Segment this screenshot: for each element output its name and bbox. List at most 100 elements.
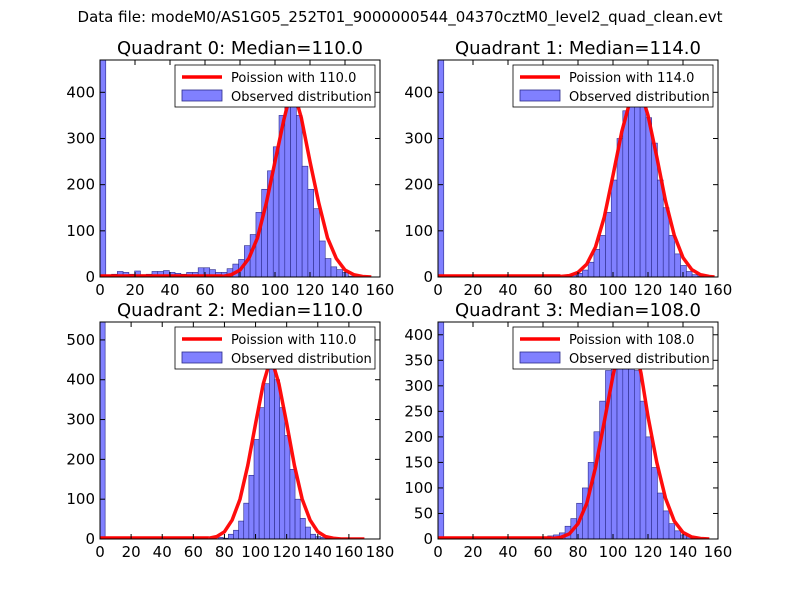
histogram-bar — [100, 322, 106, 539]
figure-suptitle: Data file: modeM0/AS1G05_252T01_90000005… — [77, 8, 723, 26]
histogram-bar — [438, 322, 445, 539]
panel-title: Quadrant 1: Median=114.0 — [455, 38, 701, 59]
histogram-bar — [582, 269, 589, 277]
histogram-bar — [324, 258, 332, 277]
quadrant-2-panel: 0 20 40 60 80 100 120 140 160 1800100200300400500… — [66, 300, 394, 561]
x-tick-label: 120 — [296, 281, 325, 299]
legend-hist-swatch — [181, 89, 223, 102]
y-tick-label: 200 — [66, 176, 95, 194]
legend-curve-label: Poission with 114.0 — [569, 71, 694, 86]
y-tick-label: 300 — [404, 129, 433, 147]
histogram-bar — [289, 469, 296, 539]
histogram-bar — [622, 110, 629, 277]
x-tick-label: 60 — [533, 543, 552, 561]
x-tick-label: 120 — [634, 543, 663, 561]
poisson-curve-group — [100, 362, 365, 539]
legend: Poission with 110.0 Observed distribution — [174, 326, 376, 370]
y-tick-label: 200 — [404, 176, 433, 194]
histogram-bar — [668, 523, 676, 539]
panel-title: Quadrant 2: Median=110.0 — [117, 300, 363, 321]
x-tick-label: 20 — [122, 543, 141, 561]
x-tick-label: 20 — [125, 281, 144, 299]
histogram-bar — [228, 533, 234, 539]
y-tick-label: 100 — [66, 222, 95, 240]
poisson-curve-group — [100, 92, 372, 277]
legend-curve-label: Poission with 108.0 — [569, 333, 694, 348]
y-tick-label: 0 — [423, 268, 433, 286]
y-tick-label: 0 — [85, 268, 95, 286]
y-tick-label: 200 — [404, 428, 433, 446]
legend-hist-swatch — [519, 89, 561, 102]
x-tick-label: 60 — [195, 281, 214, 299]
x-tick-label: 0 — [433, 281, 443, 299]
histogram-bar — [645, 436, 652, 539]
y-tick-label: 200 — [66, 450, 95, 468]
histogram-bar — [674, 253, 681, 277]
y-tick-label: 300 — [66, 411, 95, 429]
y-tick-label: 500 — [66, 331, 95, 349]
legend: Poission with 108.0 Observed distribution — [512, 326, 714, 370]
x-tick-label: 40 — [160, 281, 179, 299]
quadrant-3-panel: 0 20 40 60 80 100 120 140 160 0 50 100 150 200 250 300 3… — [404, 300, 732, 561]
x-tick-label: 80 — [568, 543, 587, 561]
histogram-bar — [438, 60, 445, 277]
axes-frame — [99, 321, 381, 540]
histogram-bar — [263, 383, 270, 539]
histogram-bar — [628, 344, 635, 539]
legend-hist-label: Observed distribution — [231, 352, 372, 367]
histogram-bar — [238, 520, 245, 539]
histogram-bar — [305, 526, 311, 539]
y-tick-label: 300 — [404, 377, 433, 395]
histogram-bar — [290, 97, 297, 277]
x-tick-label: 80 — [568, 281, 587, 299]
histogram-bar — [299, 517, 306, 539]
poisson-curve — [208, 362, 365, 539]
histogram-bar — [296, 115, 303, 277]
x-tick-label: 100 — [599, 281, 628, 299]
histogram-bar — [279, 407, 286, 539]
x-tick-label: 180 — [366, 543, 395, 561]
panel-title: Quadrant 0: Median=110.0 — [117, 38, 363, 59]
histogram-bar — [243, 502, 250, 539]
histogram-bar — [274, 379, 280, 539]
x-tick-label: 140 — [303, 543, 332, 561]
y-tick-label: 50 — [414, 504, 433, 522]
x-tick-label: 160 — [366, 281, 395, 299]
histogram-bar — [634, 87, 641, 277]
y-tick-label: 150 — [404, 453, 433, 471]
histogram-bar — [634, 370, 641, 539]
histogram-bar — [269, 363, 275, 539]
histogram-bar — [100, 60, 107, 277]
legend-curve-label: Poission with 110.0 — [231, 333, 356, 348]
histogram-bar — [593, 248, 600, 277]
histogram-bar — [645, 117, 652, 277]
histogram-bar — [686, 271, 693, 277]
legend: Poission with 114.0 Observed distribution — [512, 64, 714, 108]
x-tick-label: 100 — [241, 543, 270, 561]
x-tick-label: 0 — [433, 543, 443, 561]
histogram-bar — [587, 261, 595, 277]
y-tick-label: 100 — [66, 490, 95, 508]
x-tick-label: 140 — [331, 281, 360, 299]
x-tick-label: 0 — [95, 543, 105, 561]
histogram-bar — [258, 407, 265, 539]
x-tick-label: 100 — [599, 543, 628, 561]
quadrant-1-panel: 0 20 40 60 80 100 120 140 160 0 100 200 300 400 Quadra… — [404, 38, 732, 299]
x-tick-label: 40 — [498, 281, 517, 299]
x-tick-label: 40 — [153, 543, 172, 561]
histogram-bar — [639, 96, 647, 277]
histogram-bar — [253, 439, 260, 539]
histogram-bar — [233, 529, 239, 539]
histogram-bar — [657, 179, 664, 277]
histogram-bar — [330, 266, 338, 277]
y-tick-label: 0 — [423, 530, 433, 548]
legend-curve-label: Poission with 110.0 — [231, 71, 356, 86]
legend-hist-label: Observed distribution — [569, 90, 710, 105]
x-tick-label: 80 — [215, 543, 234, 561]
x-tick-label: 100 — [261, 281, 290, 299]
x-tick-label: 120 — [634, 281, 663, 299]
histogram-bar — [657, 492, 664, 539]
x-tick-label: 140 — [669, 281, 698, 299]
y-tick-label: 400 — [404, 83, 433, 101]
x-tick-label: 160 — [335, 543, 364, 561]
